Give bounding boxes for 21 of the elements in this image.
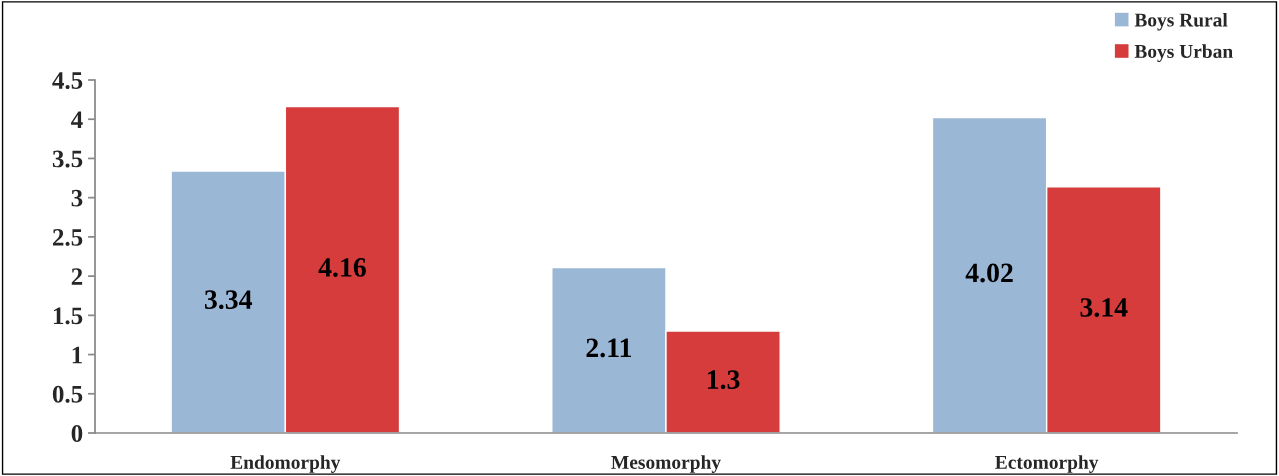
legend-label: Boys Urban <box>1134 44 1233 62</box>
data-label: 2.11 <box>586 338 632 358</box>
y-tick-label: 0 <box>71 425 83 442</box>
y-tick-label: 4 <box>71 111 83 128</box>
y-tick-label: 3.5 <box>52 150 83 168</box>
y-tick-label: 1 <box>72 346 82 364</box>
data-label: 4.16 <box>318 258 366 277</box>
y-tick-label: 4.5 <box>52 72 83 90</box>
x-tick-label: Mesomorphy <box>611 455 721 473</box>
data-label: 3.14 <box>1080 298 1128 317</box>
y-tick-label: 2 <box>71 268 83 285</box>
data-label: 4.02 <box>965 263 1013 283</box>
data-label: 3.34 <box>204 290 253 310</box>
legend-label: Boys Rural <box>1134 12 1228 31</box>
y-tick-label: 2.5 <box>53 229 83 246</box>
y-tick-label: 1.5 <box>53 307 83 325</box>
y-tick-label: 0.5 <box>52 385 83 403</box>
y-tick-label: 3 <box>71 189 83 207</box>
data-label: 1.3 <box>707 370 740 390</box>
x-tick-label: Ectomorphy <box>995 455 1099 473</box>
x-tick-label: Endomorphy <box>230 455 341 473</box>
